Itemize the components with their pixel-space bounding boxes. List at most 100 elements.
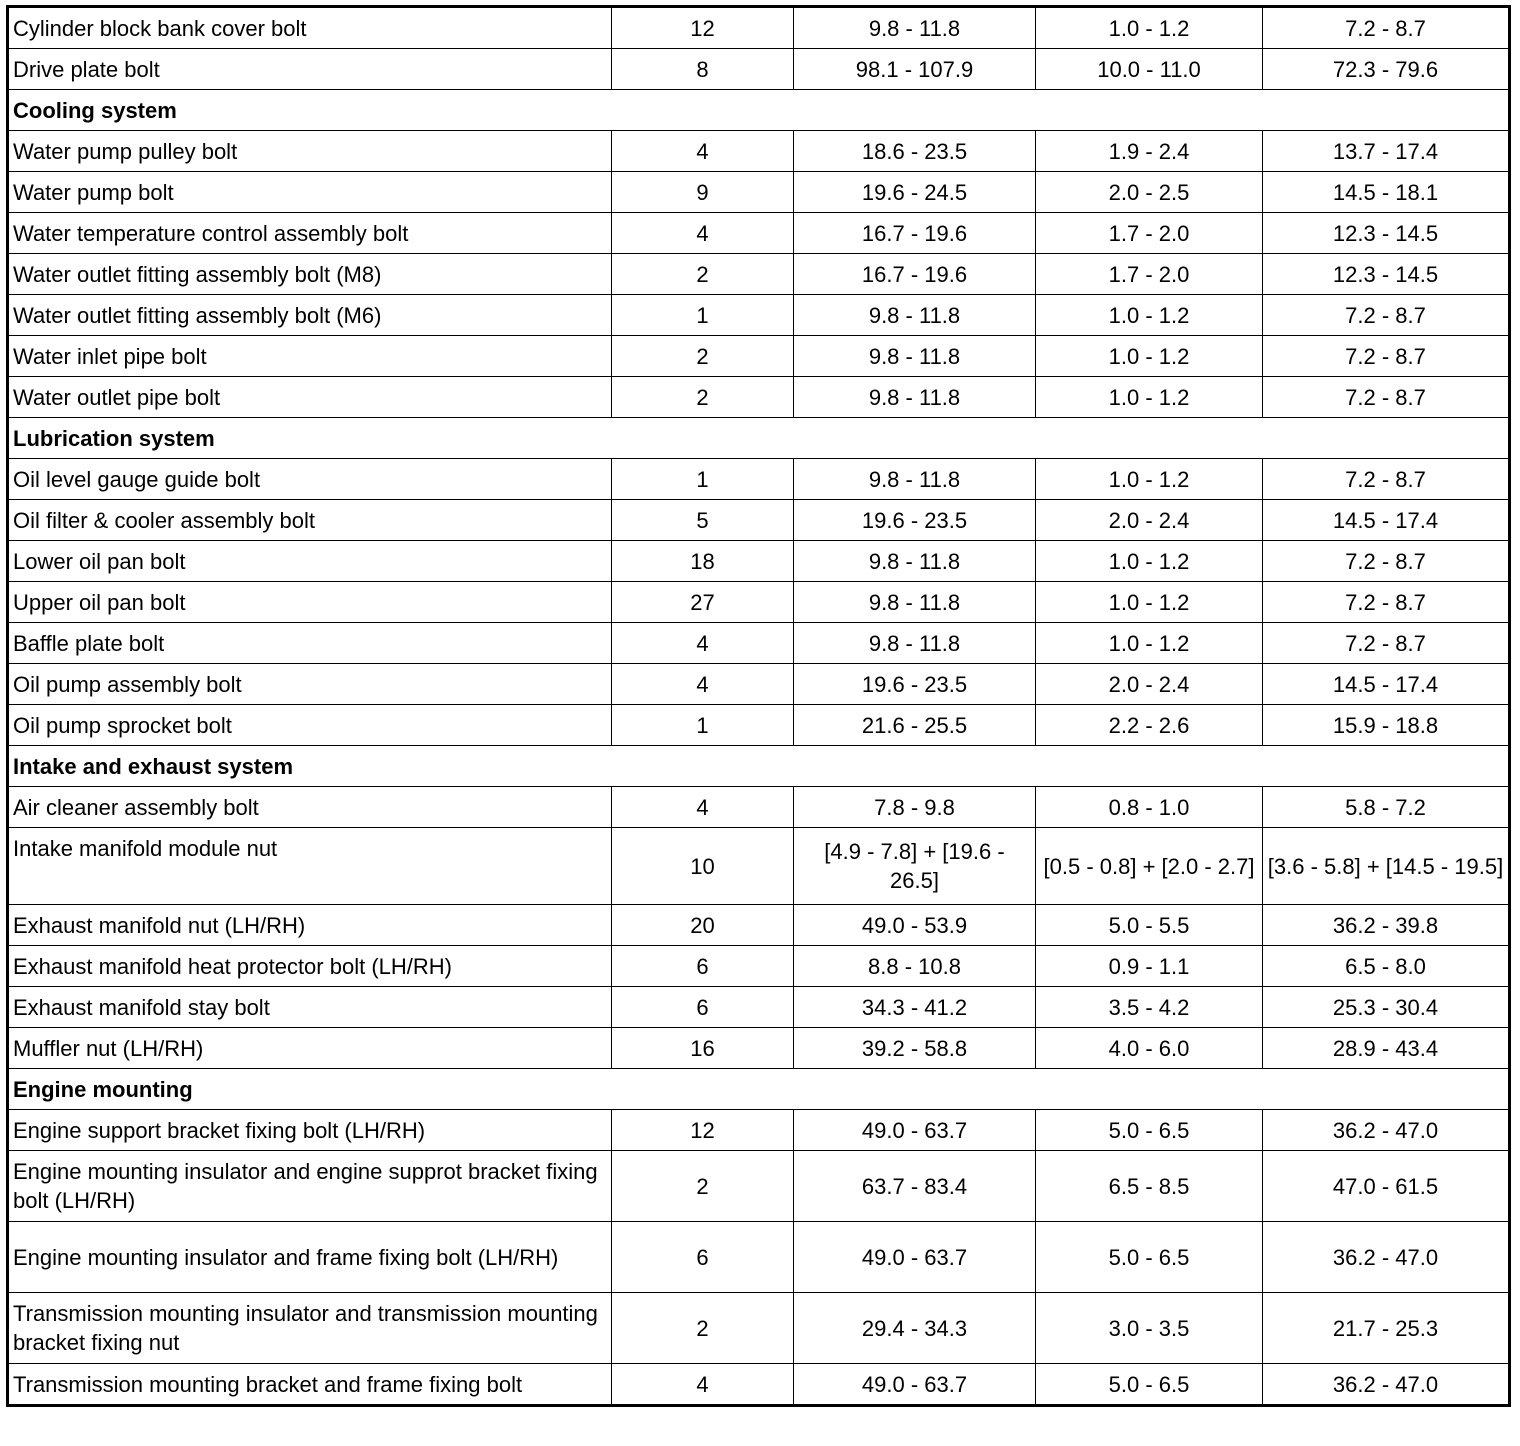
part-name-cell: Water pump pulley bolt: [7, 130, 612, 172]
table-row: Water outlet fitting assembly bolt (M6) 1…: [7, 294, 1510, 336]
torque-nm-cell: 49.0 - 53.9: [793, 904, 1036, 946]
torque-lbft-cell: 25.3 - 30.4: [1262, 986, 1510, 1028]
torque-nm-cell: 16.7 - 19.6: [793, 212, 1036, 254]
torque-kgfm-cell: 3.5 - 4.2: [1035, 986, 1263, 1028]
quantity-cell: 1: [611, 704, 794, 746]
part-name-cell: Exhaust manifold stay bolt: [7, 986, 612, 1028]
torque-nm-cell: 19.6 - 23.5: [793, 499, 1036, 541]
table-row: Transmission mounting bracket and frame …: [7, 1363, 1510, 1406]
section-header-row: Lubrication system: [7, 417, 1510, 459]
quantity-cell: 12: [611, 1109, 794, 1151]
part-name-cell: Transmission mounting bracket and frame …: [7, 1363, 612, 1406]
quantity-cell: 6: [611, 945, 794, 987]
torque-nm-cell: 7.8 - 9.8: [793, 786, 1036, 828]
torque-kgfm-cell: 1.7 - 2.0: [1035, 212, 1263, 254]
torque-lbft-cell: 36.2 - 47.0: [1262, 1363, 1510, 1406]
torque-kgfm-cell: 5.0 - 6.5: [1035, 1363, 1263, 1406]
torque-kgfm-cell: 5.0 - 6.5: [1035, 1221, 1263, 1293]
torque-nm-cell: 18.6 - 23.5: [793, 130, 1036, 172]
torque-kgfm-cell: 1.0 - 1.2: [1035, 6, 1263, 49]
torque-nm-cell: [4.9 - 7.8] + [19.6 - 26.5]: [793, 827, 1036, 905]
torque-lbft-cell: 14.5 - 17.4: [1262, 499, 1510, 541]
torque-kgfm-cell: [0.5 - 0.8] + [2.0 - 2.7]: [1035, 827, 1263, 905]
torque-nm-cell: 9.8 - 11.8: [793, 335, 1036, 377]
quantity-cell: 10: [611, 827, 794, 905]
quantity-cell: 9: [611, 171, 794, 213]
part-name-cell: Water outlet fitting assembly bolt (M8): [7, 253, 612, 295]
torque-nm-cell: 9.8 - 11.8: [793, 622, 1036, 664]
table-row: Water outlet pipe bolt 2 9.8 - 11.8 1.0 - 1…: [7, 376, 1510, 418]
part-name-cell: Oil level gauge guide bolt: [7, 458, 612, 500]
table-row: Oil pump assembly bolt 4 19.6 - 23.5 2.0 - …: [7, 663, 1510, 705]
part-name-cell: Engine support bracket fixing bolt (LH/R…: [7, 1109, 612, 1151]
torque-kgfm-cell: 1.0 - 1.2: [1035, 581, 1263, 623]
quantity-cell: 4: [611, 1363, 794, 1406]
part-name-cell: Oil pump assembly bolt: [7, 663, 612, 705]
part-name-cell: Water pump bolt: [7, 171, 612, 213]
part-name-cell: Exhaust manifold heat protector bolt (LH…: [7, 945, 612, 987]
table-row: Water pump pulley bolt 4 18.6 - 23.5 1.9 - …: [7, 130, 1510, 172]
torque-lbft-cell: 5.8 - 7.2: [1262, 786, 1510, 828]
torque-nm-cell: 9.8 - 11.8: [793, 294, 1036, 336]
torque-nm-cell: 39.2 - 58.8: [793, 1027, 1036, 1069]
torque-kgfm-cell: 1.9 - 2.4: [1035, 130, 1263, 172]
table-row: Exhaust manifold stay bolt 6 34.3 - 41.2 3.…: [7, 986, 1510, 1028]
part-name-cell: Cylinder block bank cover bolt: [7, 6, 612, 49]
table-row: Transmission mounting insulator and tran…: [7, 1292, 1510, 1364]
table-row: Lower oil pan bolt 18 9.8 - 11.8 1.0 - 1.2 7…: [7, 540, 1510, 582]
part-name-cell: Transmission mounting insulator and tran…: [7, 1292, 612, 1364]
torque-lbft-cell: 12.3 - 14.5: [1262, 212, 1510, 254]
quantity-cell: 2: [611, 335, 794, 377]
table-row: Water pump bolt 9 19.6 - 24.5 2.0 - 2.5 14.5…: [7, 171, 1510, 213]
torque-lbft-cell: 7.2 - 8.7: [1262, 335, 1510, 377]
part-name-cell: Muffler nut (LH/RH): [7, 1027, 612, 1069]
part-name-cell: Oil filter & cooler assembly bolt: [7, 499, 612, 541]
torque-lbft-cell: 6.5 - 8.0: [1262, 945, 1510, 987]
table-row: Drive plate bolt 8 98.1 - 107.9 10.0 - 11.0…: [7, 48, 1510, 90]
torque-lbft-cell: 7.2 - 8.7: [1262, 622, 1510, 664]
torque-kgfm-cell: 0.8 - 1.0: [1035, 786, 1263, 828]
table-row: Oil pump sprocket bolt 1 21.6 - 25.5 2.2 - …: [7, 704, 1510, 746]
torque-nm-cell: 19.6 - 23.5: [793, 663, 1036, 705]
part-name-cell: Oil pump sprocket bolt: [7, 704, 612, 746]
torque-nm-cell: 49.0 - 63.7: [793, 1363, 1036, 1406]
torque-nm-cell: 98.1 - 107.9: [793, 48, 1036, 90]
torque-lbft-cell: 36.2 - 47.0: [1262, 1109, 1510, 1151]
torque-nm-cell: 21.6 - 25.5: [793, 704, 1036, 746]
torque-lbft-cell: 36.2 - 47.0: [1262, 1221, 1510, 1293]
torque-lbft-cell: 36.2 - 39.8: [1262, 904, 1510, 946]
torque-kgfm-cell: 1.7 - 2.0: [1035, 253, 1263, 295]
section-header-row: Intake and exhaust system: [7, 745, 1510, 787]
torque-kgfm-cell: 2.0 - 2.5: [1035, 171, 1263, 213]
quantity-cell: 2: [611, 1292, 794, 1364]
quantity-cell: 6: [611, 1221, 794, 1293]
quantity-cell: 4: [611, 663, 794, 705]
quantity-cell: 2: [611, 376, 794, 418]
torque-nm-cell: 9.8 - 11.8: [793, 458, 1036, 500]
torque-kgfm-cell: 1.0 - 1.2: [1035, 294, 1263, 336]
torque-nm-cell: 9.8 - 11.8: [793, 376, 1036, 418]
quantity-cell: 1: [611, 458, 794, 500]
torque-kgfm-cell: 10.0 - 11.0: [1035, 48, 1263, 90]
torque-lbft-cell: 7.2 - 8.7: [1262, 294, 1510, 336]
torque-kgfm-cell: 3.0 - 3.5: [1035, 1292, 1263, 1364]
torque-lbft-cell: 15.9 - 18.8: [1262, 704, 1510, 746]
section-title: Intake and exhaust system: [7, 745, 1510, 787]
torque-lbft-cell: 47.0 - 61.5: [1262, 1150, 1510, 1222]
table-row: Air cleaner assembly bolt 4 7.8 - 9.8 0.8 -…: [7, 786, 1510, 828]
quantity-cell: 4: [611, 212, 794, 254]
torque-lbft-cell: 72.3 - 79.6: [1262, 48, 1510, 90]
torque-lbft-cell: 7.2 - 8.7: [1262, 458, 1510, 500]
part-name-cell: Water outlet pipe bolt: [7, 376, 612, 418]
part-name-cell: Lower oil pan bolt: [7, 540, 612, 582]
table-row: Engine mounting insulator and engine sup…: [7, 1150, 1510, 1222]
quantity-cell: 12: [611, 6, 794, 49]
quantity-cell: 8: [611, 48, 794, 90]
torque-lbft-cell: 13.7 - 17.4: [1262, 130, 1510, 172]
quantity-cell: 1: [611, 294, 794, 336]
torque-kgfm-cell: 6.5 - 8.5: [1035, 1150, 1263, 1222]
torque-nm-cell: 8.8 - 10.8: [793, 945, 1036, 987]
part-name-cell: Water outlet fitting assembly bolt (M6): [7, 294, 612, 336]
table-row: Cylinder block bank cover bolt 12 9.8 - 11…: [7, 6, 1510, 49]
torque-lbft-cell: 21.7 - 25.3: [1262, 1292, 1510, 1364]
